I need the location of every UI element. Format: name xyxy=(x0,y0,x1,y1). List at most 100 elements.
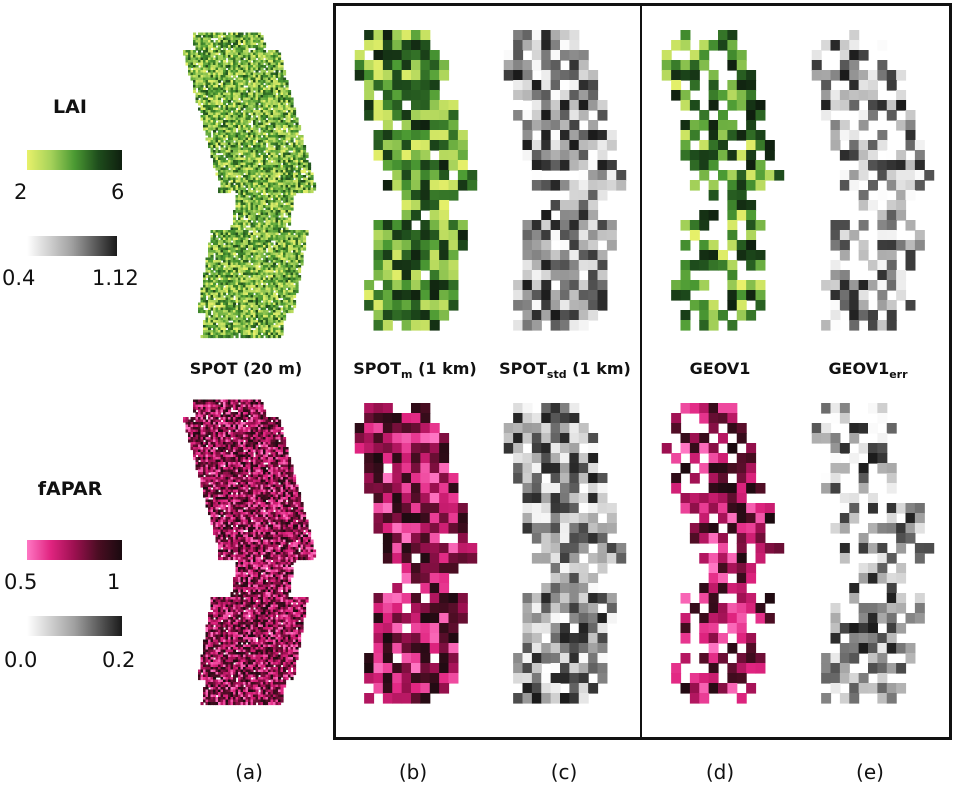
map-pixel xyxy=(200,407,204,411)
map-pixel xyxy=(295,142,299,146)
map-pixel xyxy=(235,295,239,299)
map-pixel xyxy=(228,122,232,126)
map-pixel xyxy=(228,37,232,41)
map-pixel xyxy=(203,434,207,438)
map-pixel xyxy=(238,322,242,326)
map-pixel xyxy=(245,175,249,179)
map-pixel xyxy=(265,150,269,154)
map-pixel xyxy=(260,330,264,334)
map-pixel xyxy=(250,452,254,456)
map-pixel xyxy=(228,459,232,463)
map-pixel xyxy=(228,102,232,106)
map-pixel xyxy=(250,82,254,86)
map-pixel xyxy=(260,142,264,146)
map-pixel xyxy=(243,247,247,251)
map-pixel xyxy=(200,52,204,56)
map-pixel xyxy=(223,297,227,301)
map-pixel xyxy=(220,429,224,433)
map-pixel xyxy=(278,272,282,276)
map-pixel xyxy=(273,122,277,126)
map-pixel xyxy=(275,305,279,309)
map-pixel xyxy=(210,315,214,319)
map-pixel xyxy=(210,467,214,471)
map-pixel xyxy=(248,245,252,249)
map-pixel xyxy=(233,155,237,159)
map-pixel xyxy=(250,80,254,84)
map-pixel xyxy=(230,399,234,403)
map-pixel xyxy=(245,105,249,109)
map-pixel xyxy=(280,180,284,184)
map-pixel xyxy=(198,52,202,56)
map-pixel xyxy=(253,417,257,421)
map-pixel xyxy=(290,267,294,271)
map-pixel xyxy=(278,77,282,81)
map-pixel xyxy=(225,85,229,89)
map-pixel xyxy=(240,90,244,94)
map-pixel xyxy=(258,424,262,428)
map-pixel xyxy=(220,452,224,456)
map-pixel xyxy=(288,222,292,226)
map-pixel xyxy=(210,290,214,294)
map-pixel xyxy=(290,145,294,149)
map-pixel xyxy=(250,232,254,236)
map-pixel xyxy=(273,255,277,259)
map-pixel xyxy=(268,165,272,169)
map-pixel xyxy=(283,170,287,174)
map-pixel xyxy=(288,125,292,129)
map-pixel xyxy=(195,85,199,89)
map-pixel xyxy=(253,462,257,466)
map-pixel xyxy=(228,152,232,156)
map-pixel xyxy=(200,429,204,433)
map-pixel xyxy=(213,422,217,426)
map-pixel xyxy=(273,429,277,433)
map-pixel xyxy=(245,82,249,86)
map-pixel xyxy=(245,447,249,451)
map-pixel xyxy=(308,175,312,179)
map-pixel xyxy=(258,135,262,139)
map-pixel xyxy=(263,300,267,304)
map-pixel xyxy=(225,77,229,81)
map-pixel xyxy=(238,47,242,51)
map-pixel xyxy=(275,205,279,209)
map-pixel xyxy=(285,217,289,221)
map-pixel xyxy=(273,275,277,279)
map-pixel xyxy=(208,145,212,149)
map-pixel xyxy=(278,182,282,186)
map-pixel xyxy=(295,277,299,281)
map-pixel xyxy=(228,434,232,438)
map-pixel xyxy=(265,60,269,64)
map-pixel xyxy=(265,175,269,179)
map-pixel xyxy=(188,437,192,441)
map-pixel xyxy=(253,55,257,59)
map-pixel xyxy=(260,175,264,179)
map-pixel xyxy=(273,215,277,219)
map-pixel xyxy=(275,225,279,229)
map-pixel xyxy=(280,307,284,311)
map-pixel xyxy=(215,330,219,334)
map-pixel xyxy=(225,417,229,421)
map-pixel xyxy=(270,469,274,473)
map-pixel xyxy=(285,195,289,199)
map-pixel xyxy=(268,62,272,66)
map-pixel xyxy=(248,232,252,236)
map-pixel xyxy=(238,212,242,216)
map-pixel xyxy=(218,325,222,329)
map-pixel xyxy=(280,170,284,174)
map-pixel xyxy=(263,212,267,216)
map-pixel xyxy=(283,285,287,289)
map-pixel xyxy=(200,292,204,296)
map-pixel xyxy=(248,330,252,334)
map-pixel xyxy=(288,232,292,236)
map-pixel xyxy=(213,85,217,89)
map-pixel xyxy=(208,105,212,109)
map-pixel xyxy=(253,115,257,119)
map-pixel xyxy=(253,127,257,131)
map-pixel xyxy=(290,100,294,104)
map-pixel xyxy=(195,422,199,426)
map-pixel xyxy=(248,205,252,209)
map-pixel xyxy=(235,257,239,261)
map-pixel xyxy=(220,409,224,413)
map-pixel xyxy=(230,95,234,99)
map-pixel xyxy=(240,260,244,264)
map-pixel xyxy=(263,172,267,176)
